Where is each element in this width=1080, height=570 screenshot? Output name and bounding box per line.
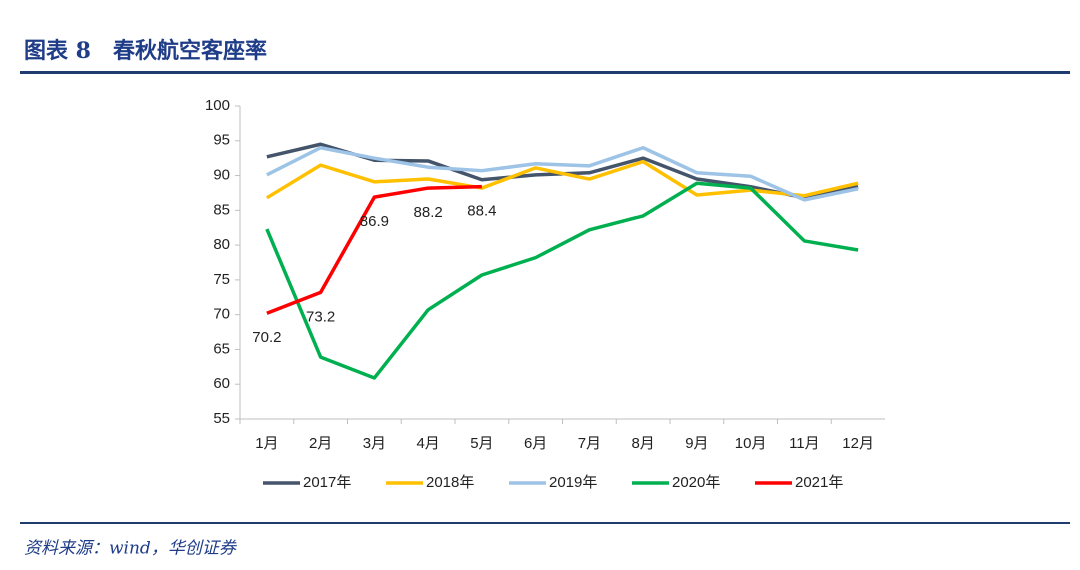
y-tick-label: 65 [213, 340, 230, 357]
series-line [265, 181, 859, 380]
y-tick-label: 70 [213, 306, 230, 323]
legend-label: 2017年 [303, 474, 351, 491]
legend-label: 2018年 [426, 474, 474, 491]
y-tick-label: 100 [205, 97, 230, 114]
legend-label: 2020年 [672, 474, 720, 491]
y-tick-label: 90 [213, 167, 230, 184]
x-tick-label: 11月 [789, 435, 820, 452]
series-line [266, 184, 482, 315]
y-tick-label: 95 [213, 132, 230, 149]
y-tick-label: 85 [213, 201, 230, 218]
x-tick-label: 12月 [842, 435, 874, 452]
series-line [265, 159, 859, 200]
y-tick-label: 75 [213, 271, 230, 288]
x-tick-label: 6月 [524, 435, 547, 452]
legend-label: 2019年 [549, 474, 597, 491]
x-tick-label: 4月 [416, 435, 439, 452]
x-tick-label: 1月 [255, 435, 278, 452]
x-tick-label: 8月 [631, 435, 654, 452]
x-tick-label: 5月 [470, 435, 493, 452]
page-title: 图表 8 春秋航空客座率 [24, 38, 267, 64]
data-label: 88.4 [467, 203, 496, 220]
top-rule [20, 71, 1070, 74]
x-tick-label: 2月 [309, 435, 332, 452]
x-tick-label: 10月 [735, 435, 767, 452]
bottom-rule [20, 522, 1070, 524]
source-note: 资料来源：wind，华创证券 [24, 539, 238, 559]
data-label: 88.2 [414, 204, 443, 221]
data-label: 73.2 [306, 308, 335, 325]
y-tick-label: 80 [213, 236, 230, 253]
x-tick-label: 3月 [363, 435, 386, 452]
x-tick-label: 9月 [685, 435, 708, 452]
legend-label: 2021年 [795, 474, 843, 491]
x-tick-label: 7月 [578, 435, 601, 452]
y-tick-label: 55 [213, 410, 230, 427]
series-line [266, 145, 859, 202]
series-line [266, 142, 859, 200]
y-tick-label: 60 [213, 375, 230, 392]
data-label: 70.2 [252, 329, 281, 346]
data-label: 86.9 [360, 213, 389, 230]
